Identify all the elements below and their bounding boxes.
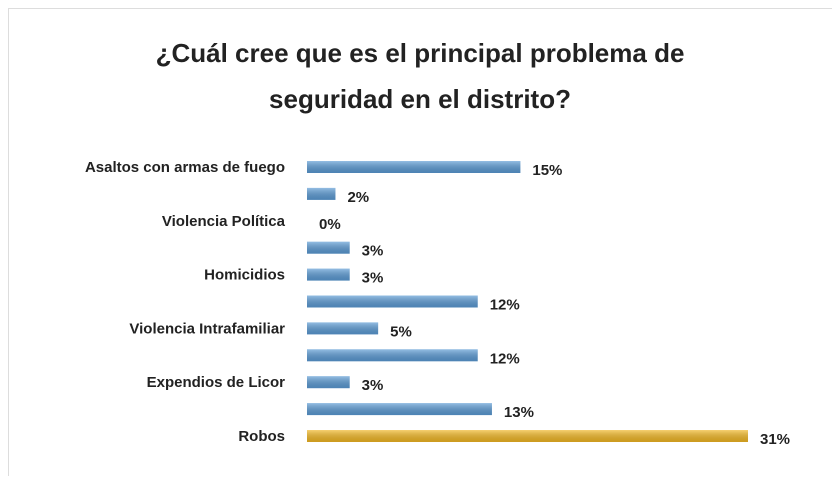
bar-shade: [307, 430, 748, 442]
bar-shade: [307, 349, 478, 362]
bar-shade: [307, 376, 350, 389]
category-label: Violencia Intrafamiliar: [129, 320, 285, 337]
category-label: Expendios de Licor: [147, 374, 286, 391]
category-label: Robos: [238, 428, 285, 445]
category-label: Homicidios: [204, 267, 285, 284]
value-label: 12%: [490, 350, 520, 367]
bar-shade: [307, 161, 521, 173]
bar-shade: [307, 241, 350, 254]
value-label: 0%: [319, 216, 341, 233]
value-label: 3%: [362, 243, 384, 260]
bar-shade: [307, 295, 478, 308]
value-label: 3%: [362, 377, 384, 394]
bar-shade: [307, 403, 492, 416]
value-label: 3%: [362, 270, 384, 287]
value-label: 2%: [347, 189, 369, 206]
category-label: Asaltos con armas de fuego: [85, 159, 285, 176]
value-label: 15%: [532, 162, 562, 179]
category-label: Violencia Política: [162, 213, 286, 230]
value-label: 13%: [504, 404, 534, 421]
bar-shade: [307, 322, 379, 335]
chart-title: ¿Cuál cree que es el principal problema …: [155, 38, 685, 114]
bar-shade: [307, 187, 336, 200]
value-label: 12%: [490, 296, 520, 313]
frame: [8, 8, 832, 476]
bar-shade: [307, 268, 350, 281]
value-label: 5%: [390, 323, 412, 340]
value-label: 31%: [760, 431, 790, 448]
